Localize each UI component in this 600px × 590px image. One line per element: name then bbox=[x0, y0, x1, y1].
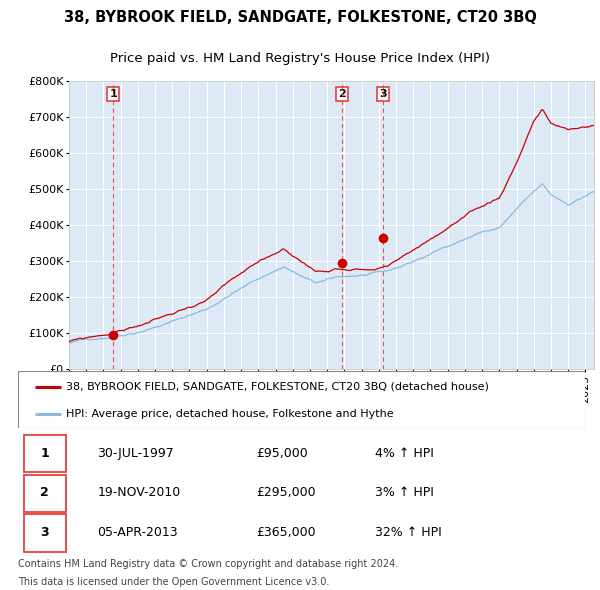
Text: 4% ↑ HPI: 4% ↑ HPI bbox=[375, 447, 434, 460]
Text: 05-APR-2013: 05-APR-2013 bbox=[97, 526, 178, 539]
Text: 2: 2 bbox=[40, 486, 49, 499]
Text: 19-NOV-2010: 19-NOV-2010 bbox=[97, 486, 181, 499]
Text: 3: 3 bbox=[379, 88, 387, 99]
Text: 38, BYBROOK FIELD, SANDGATE, FOLKESTONE, CT20 3BQ: 38, BYBROOK FIELD, SANDGATE, FOLKESTONE,… bbox=[64, 11, 536, 25]
Text: 32% ↑ HPI: 32% ↑ HPI bbox=[375, 526, 442, 539]
Text: 1: 1 bbox=[40, 447, 49, 460]
Text: 1: 1 bbox=[109, 88, 117, 99]
Bar bbox=[23, 475, 66, 512]
Text: Price paid vs. HM Land Registry's House Price Index (HPI): Price paid vs. HM Land Registry's House … bbox=[110, 52, 490, 65]
Text: HPI: Average price, detached house, Folkestone and Hythe: HPI: Average price, detached house, Folk… bbox=[66, 409, 394, 419]
Text: £295,000: £295,000 bbox=[256, 486, 316, 499]
Text: Contains HM Land Registry data © Crown copyright and database right 2024.: Contains HM Land Registry data © Crown c… bbox=[18, 559, 398, 569]
Text: £365,000: £365,000 bbox=[256, 526, 316, 539]
Text: 3: 3 bbox=[40, 526, 49, 539]
Text: 38, BYBROOK FIELD, SANDGATE, FOLKESTONE, CT20 3BQ (detached house): 38, BYBROOK FIELD, SANDGATE, FOLKESTONE,… bbox=[66, 382, 489, 392]
Text: 30-JUL-1997: 30-JUL-1997 bbox=[97, 447, 174, 460]
Bar bbox=[23, 435, 66, 472]
Text: This data is licensed under the Open Government Licence v3.0.: This data is licensed under the Open Gov… bbox=[18, 577, 329, 586]
Text: 2: 2 bbox=[338, 88, 346, 99]
Text: £95,000: £95,000 bbox=[256, 447, 308, 460]
Text: 3% ↑ HPI: 3% ↑ HPI bbox=[375, 486, 434, 499]
Bar bbox=[23, 514, 66, 552]
